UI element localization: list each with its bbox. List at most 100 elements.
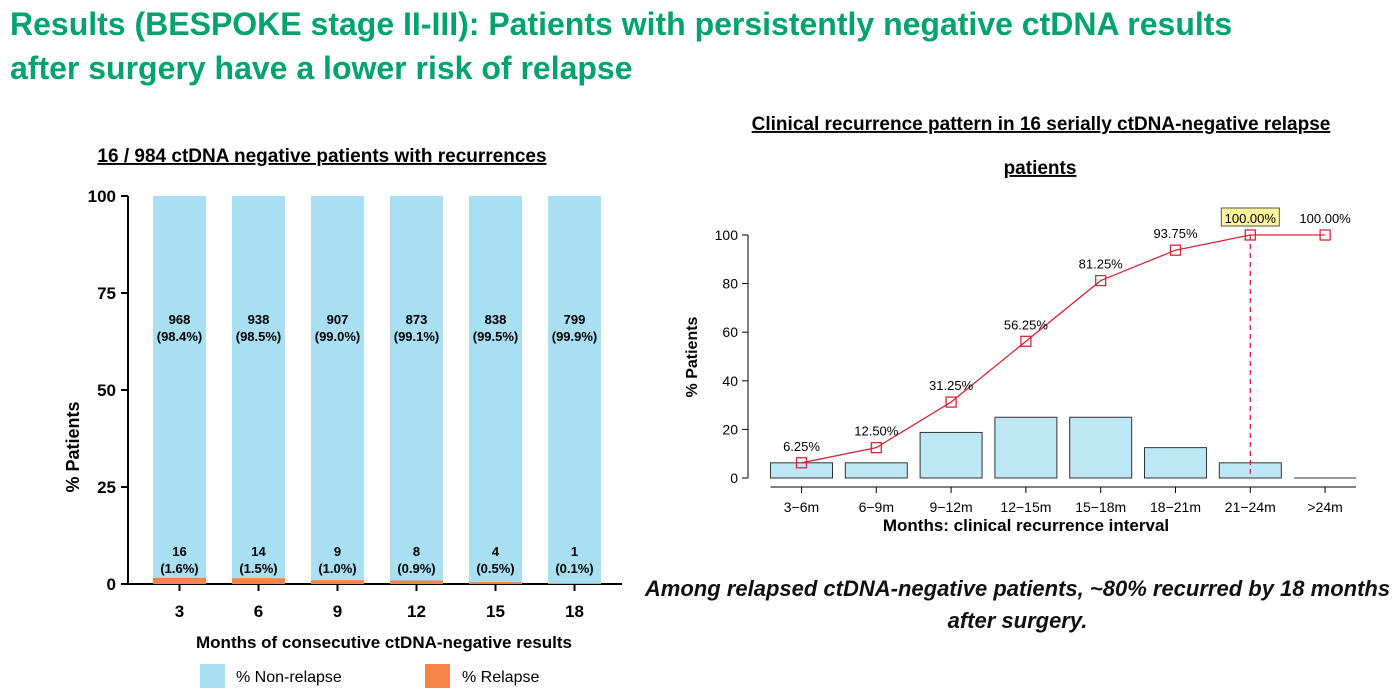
chart1-x-tick-label: 6 [254, 602, 263, 621]
chart2-axes: 0 20 40 60 80 100 3−6m 6−9m 9−12m 12−15m 15−18m 18−… [715, 227, 1357, 515]
cumulative-marker [1244, 229, 1256, 241]
chart2-x-tick-label: >24m [1307, 499, 1342, 515]
bar-relapse [311, 580, 364, 584]
non-relapse-count-label: 873 [406, 312, 428, 327]
chart1-y-tick-label: 0 [107, 575, 116, 594]
cumulative-marker [870, 441, 882, 454]
bar-non-relapse [469, 196, 522, 583]
relapse-pct-label: (1.6%) [160, 561, 198, 576]
chart1-x-tick-label: 18 [565, 602, 584, 621]
legend-swatch-relapse [425, 664, 450, 688]
bar-relapse [153, 577, 206, 584]
relapse-pct-label: (1.5%) [239, 561, 277, 576]
legend-swatch-non-relapse [200, 664, 225, 688]
recurrence-bar [844, 462, 908, 479]
non-relapse-pct-label: (99.1%) [394, 329, 440, 344]
non-relapse-pct-label: (98.4%) [157, 329, 203, 344]
relapse-pct-label: (0.1%) [555, 561, 593, 576]
cumulative-line-path [801, 234, 1326, 464]
cumulative-marker [795, 457, 808, 469]
chart2-title-line-1: Clinical recurrence pattern in 16 serial… [752, 114, 1331, 135]
chart1-y-tick-label: 25 [97, 478, 116, 497]
chart2-x-tick-label: 6−9m [859, 499, 894, 515]
cumulative-label: 12.50% [854, 424, 899, 439]
non-relapse-pct-label: (99.5%) [473, 329, 519, 344]
chart2-y-tick-label: 0 [730, 470, 738, 486]
relapse-pct-label: (0.9%) [397, 561, 435, 576]
non-relapse-count-label: 907 [327, 312, 349, 327]
cumulative-label: 100.00% [1299, 211, 1351, 226]
slide-title: Results (BESPOKE stage II-III): Patients… [10, 2, 1380, 90]
chart2-y-tick-label: 20 [722, 421, 738, 437]
chart1-y-tick-label: 100 [88, 187, 116, 206]
chart1-legend: % Non-relapse % Relapse [200, 664, 539, 688]
recurrence-bar [994, 416, 1058, 479]
relapse-count-label: 14 [251, 544, 266, 559]
cumulative-marker [1020, 335, 1032, 347]
chart2-title-line-2: patients [1004, 158, 1077, 179]
bar-non-relapse [311, 196, 364, 581]
chart2-y-axis-label: % Patients [684, 316, 701, 397]
chart1-x-axis-label: Months of consecutive ctDNA-negative res… [196, 633, 572, 652]
chart2-cumulative-line: 6.25% 12.50% 31.25% 56.25% 81.25% 93.75% 100.0… [783, 207, 1351, 478]
chart2-y-tick-label: 100 [715, 227, 739, 243]
takeaway-text: Among relapsed ctDNA-negative patients, … [644, 576, 1391, 633]
slide-title-line-1: Results (BESPOKE stage II-III): Patients… [10, 6, 1233, 42]
chart1-x-tick-label: 3 [175, 602, 184, 621]
cumulative-marker [1319, 229, 1331, 241]
relapse-count-label: 1 [571, 544, 578, 559]
recurrence-pattern-chart: Clinical recurrence pattern in 16 serial… [684, 114, 1357, 535]
recurrence-bar [770, 462, 833, 479]
chart1-bars: 968(98.4%)16(1.6%)938(98.5%)14(1.5%)907(… [153, 196, 601, 584]
bar-non-relapse [232, 196, 285, 579]
bar-relapse [390, 580, 443, 584]
cumulative-label: 6.25% [783, 439, 820, 454]
stacked-bar-chart: 16 / 984 ctDNA negative patients with re… [63, 146, 622, 688]
relapse-count-label: 16 [172, 544, 186, 559]
chart2-x-tick-label: 21−24m [1225, 499, 1276, 515]
non-relapse-pct-label: (99.9%) [552, 329, 598, 344]
cumulative-label: 56.25% [1004, 317, 1049, 332]
relapse-count-label: 9 [334, 544, 341, 559]
cumulative-label: 93.75% [1153, 226, 1198, 241]
cumulative-label: 100.00% [1225, 211, 1277, 226]
non-relapse-pct-label: (99.0%) [315, 329, 361, 344]
relapse-count-label: 4 [492, 544, 500, 559]
relapse-pct-label: (1.0%) [318, 561, 356, 576]
bar-non-relapse [153, 196, 206, 578]
recurrence-bar [1069, 416, 1133, 479]
highlight-box [1220, 207, 1280, 227]
chart2-x-tick-label: 12−15m [1000, 499, 1051, 515]
non-relapse-count-label: 938 [248, 312, 270, 327]
chart2-x-tick-label: 3−6m [784, 499, 819, 515]
non-relapse-count-label: 968 [169, 312, 191, 327]
bar-relapse [232, 578, 285, 584]
chart2-y-tick-label: 40 [722, 373, 738, 389]
recurrence-bar [1144, 447, 1207, 479]
cumulative-marker [1095, 274, 1107, 287]
legend-label-non-relapse: % Non-relapse [236, 669, 342, 686]
chart2-y-tick-label: 80 [722, 276, 738, 292]
legend-label-relapse: % Relapse [462, 669, 539, 686]
cumulative-marker [1169, 244, 1182, 256]
chart2-x-tick-label: 9−12m [929, 499, 972, 515]
chart1-title: 16 / 984 ctDNA negative patients with re… [97, 146, 546, 167]
cumulative-label: 81.25% [1079, 257, 1124, 272]
non-relapse-count-label: 838 [485, 312, 507, 327]
non-relapse-count-label: 799 [564, 312, 586, 327]
cumulative-marker [945, 396, 957, 408]
chart1-y-axis-label: % Patients [63, 401, 83, 492]
bar-non-relapse [548, 196, 601, 584]
bar-non-relapse [390, 196, 443, 581]
chart2-x-tick-label: 15−18m [1075, 499, 1126, 515]
cumulative-label: 31.25% [929, 378, 974, 393]
chart1-x-tick-label: 9 [333, 602, 342, 621]
relapse-pct-label: (0.5%) [476, 561, 514, 576]
slide-title-line-2: after surgery have a lower risk of relap… [10, 50, 633, 86]
chart1-x-tick-label: 12 [407, 602, 426, 621]
non-relapse-pct-label: (98.5%) [236, 329, 282, 344]
recurrence-bar [919, 431, 983, 479]
chart2-x-tick-label: 18−21m [1150, 499, 1201, 515]
chart1-y-tick-label: 50 [97, 381, 116, 400]
